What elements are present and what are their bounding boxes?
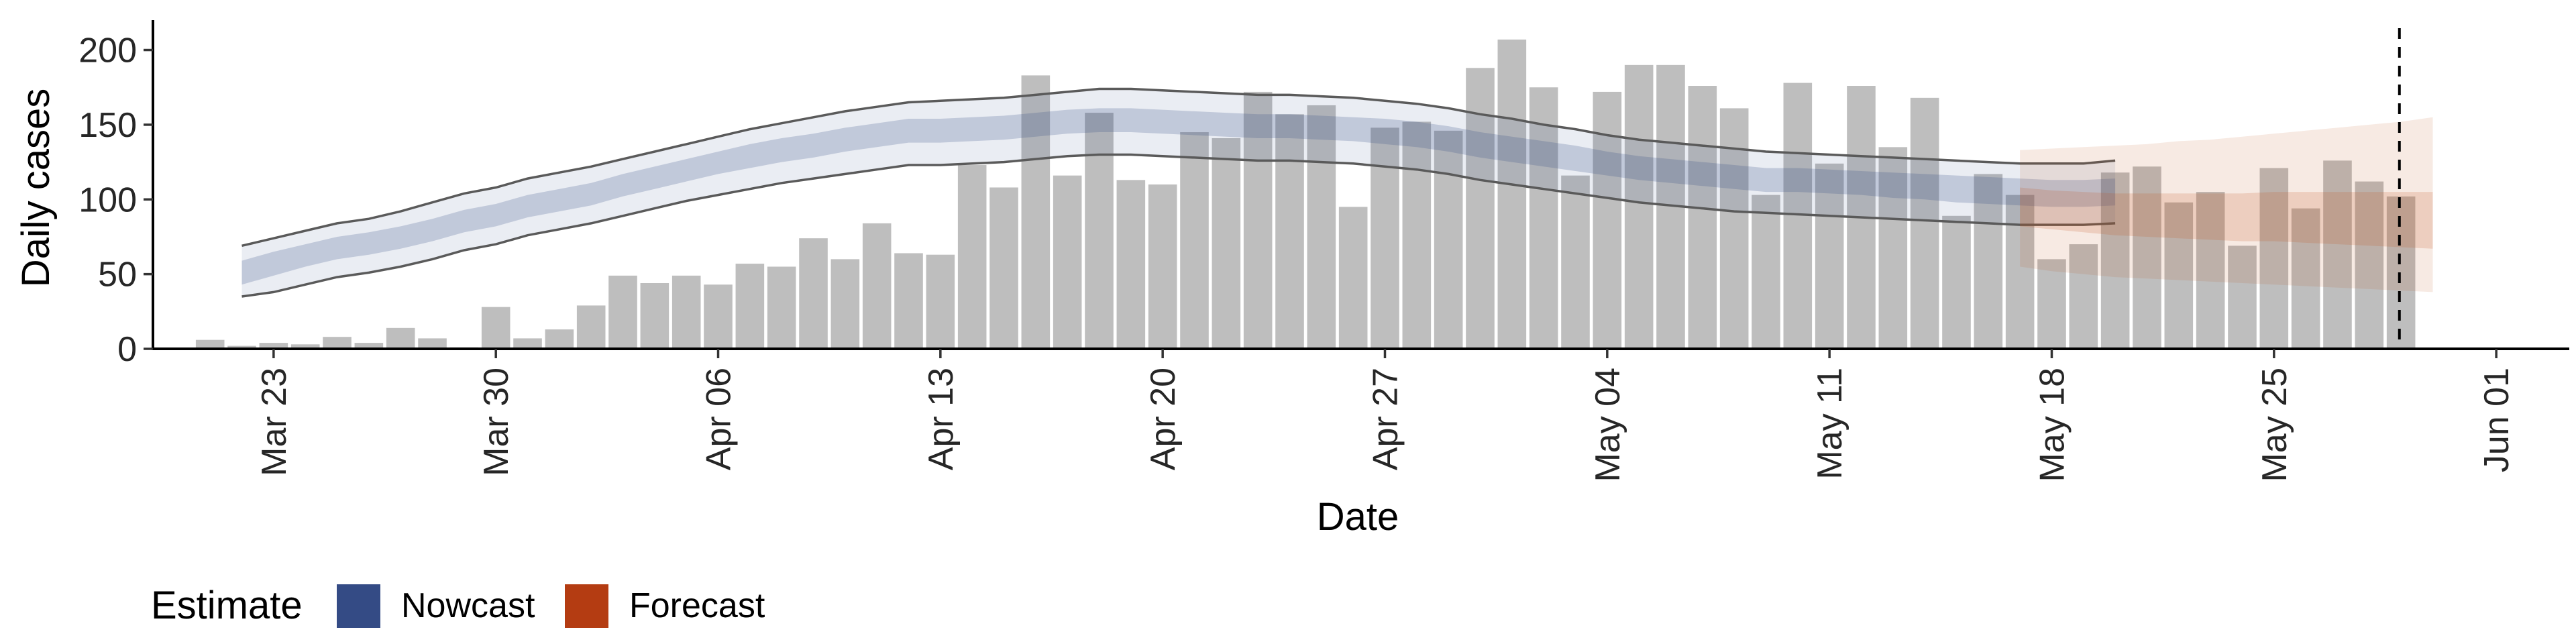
bar-mar-25 [323,337,352,349]
bar-may-08 [1719,108,1749,349]
bar-may-13 [1878,147,1908,349]
y-tick-label-200: 200 [78,32,137,70]
nowcast-upper-bound-line [241,87,2116,248]
bar-may-19 [2069,244,2098,349]
bar-apr-02 [576,305,606,349]
axes: 0 50 100 150 200 Mar 23 Mar 30 Apr 06 Apr 13 Apr … [78,20,2569,482]
bar-may-14 [1910,97,1939,349]
bar-apr-29 [1434,130,1463,349]
bar-apr-22 [1212,138,1241,349]
bar-apr-10 [830,259,860,349]
bar-may-20 [2100,172,2130,349]
bar-apr-30 [1466,68,1495,350]
bar-may-09 [1752,195,1780,349]
bar-may-18 [2037,259,2066,349]
x-tick-label-may-25: May 25 [2255,368,2294,482]
bar-may-03 [1561,175,1590,349]
bar-may-26 [2291,208,2320,349]
bar-apr-14 [957,165,987,350]
bar-apr-13 [926,254,955,349]
y-tick-label-100: 100 [78,180,137,219]
bar-apr-20 [1148,184,1177,349]
x-tick-label-may-04: May 04 [1589,368,1627,482]
bar-apr-09 [799,238,828,349]
bar-may-07 [1688,86,1717,349]
plot-area [195,28,2433,350]
bar-mar-21 [195,339,225,349]
bar-mar-22 [227,345,256,349]
x-tick-label-jun-01: Jun 01 [2477,368,2516,472]
bar-apr-08 [767,266,796,349]
bar-apr-21 [1180,132,1209,350]
x-tick-label-apr-13: Apr 13 [922,368,961,470]
bar-may-15 [1942,215,1971,349]
bar-apr-17 [1053,175,1082,349]
bar-may-01 [1497,39,1527,349]
x-axis-title: Date [1317,495,1399,539]
bar-may-29 [2386,196,2416,349]
x-tick-label-may-11: May 11 [1811,368,1849,480]
bar-mar-28 [418,338,447,349]
bar-may-27 [2323,160,2352,350]
legend: Estimate Nowcast Forecast [151,584,765,628]
legend-label-nowcast: Nowcast [401,586,535,625]
bar-apr-12 [894,253,923,349]
bar-apr-05 [672,275,701,349]
bar-may-11 [1815,163,1844,349]
legend-label-forecast: Forecast [629,586,765,625]
legend-swatch-nowcast [337,584,380,628]
forecast-inner-ribbon [2020,187,2433,249]
bar-apr-15 [989,187,1018,349]
bar-may-16 [1974,174,2003,349]
bar-may-23 [2196,192,2225,349]
bar-mar-31 [513,338,542,349]
bar-apr-11 [862,223,892,349]
bar-apr-26 [1338,207,1368,349]
bar-apr-24 [1275,114,1304,349]
x-tick-label-may-18: May 18 [2033,368,2072,482]
nowcast-inner-ribbon [241,108,2116,285]
bar-may-21 [2133,166,2161,349]
x-tick-label-apr-06: Apr 06 [700,368,739,470]
bar-may-24 [2228,246,2257,349]
bar-apr-18 [1085,113,1114,349]
bar-apr-03 [608,275,637,349]
bar-apr-06 [704,284,733,349]
y-tick-label-0: 0 [117,330,137,369]
bar-apr-04 [640,283,669,349]
legend-title: Estimate [151,584,303,627]
y-tick-label-150: 150 [78,106,137,145]
y-tick-label-50: 50 [98,256,137,294]
bar-mar-26 [354,343,384,349]
bar-may-04 [1593,91,1622,349]
x-tick-label-mar-30: Mar 30 [477,368,516,476]
bar-apr-19 [1116,180,1146,349]
bar-may-28 [2355,181,2384,349]
bar-apr-07 [735,264,765,349]
y-axis-title: Daily cases [14,89,58,288]
legend-swatch-forecast [565,584,608,628]
bar-may-22 [2164,202,2194,349]
bar-apr-01 [545,329,574,349]
bar-may-25 [2259,168,2289,349]
nowcast-lower-bound-line [241,153,2116,298]
bar-mar-30 [481,307,511,349]
bar-may-05 [1624,64,1654,349]
bar-apr-23 [1243,91,1273,349]
x-tick-label-mar-23: Mar 23 [255,368,294,476]
bar-mar-23 [259,343,288,349]
bar-apr-16 [1021,75,1051,349]
bar-may-02 [1529,87,1558,350]
bar-may-17 [2005,195,2035,349]
x-tick-label-apr-20: Apr 20 [1144,368,1183,470]
bar-apr-25 [1307,105,1336,349]
bar-apr-28 [1402,121,1432,349]
x-tick-label-apr-27: Apr 27 [1366,368,1405,470]
forecast-outer-ribbon [2020,117,2433,292]
bar-mar-27 [386,327,415,349]
bar-mar-24 [290,344,320,349]
